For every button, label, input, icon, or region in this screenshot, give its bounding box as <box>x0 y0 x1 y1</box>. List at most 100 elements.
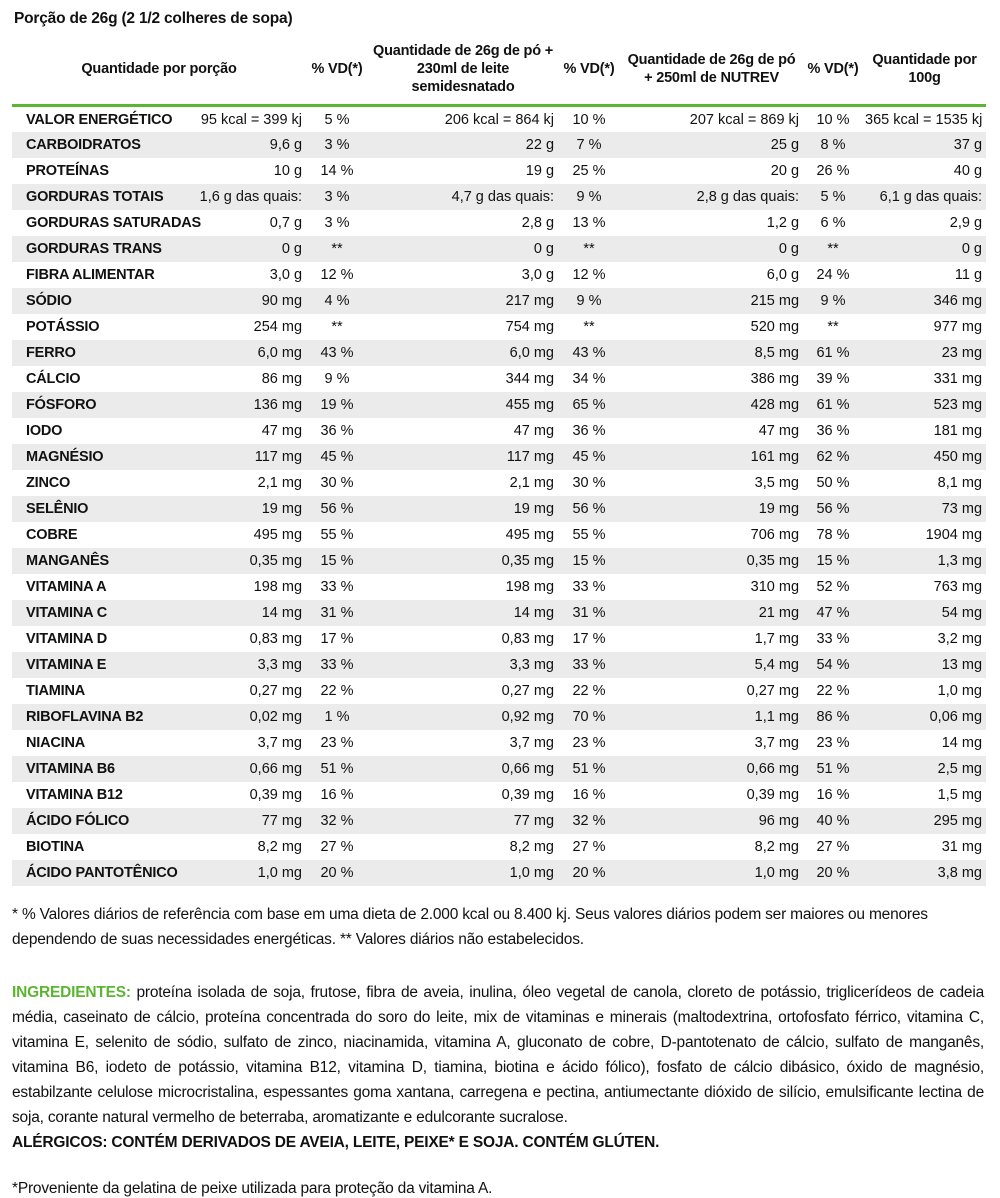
per-portion-value: 3,7 mg <box>257 734 303 751</box>
vd2-value: 13 % <box>572 214 606 231</box>
table-row: VITAMINA C 14 mg 31 % 14 mg 31 % 21 mg 47 % 54 … <box>12 599 987 626</box>
with-milk-value: 4,7 g das quais: <box>451 188 555 205</box>
vd2-value: 34 % <box>572 370 606 387</box>
ingredients-text: proteína isolada de soja, frutose, fibra… <box>12 983 984 1126</box>
vd2-value: 16 % <box>572 786 606 803</box>
table-row: FIBRA ALIMENTAR 3,0 g 12 % 3,0 g 12 % 6,0 g 24… <box>12 262 986 288</box>
with-milk-value: 22 g <box>525 136 555 153</box>
header-vd2: % VD(*) <box>563 61 615 78</box>
vd1-value: 3 % <box>324 188 350 205</box>
per-portion-value: 254 mg <box>253 318 303 335</box>
nutrient-name: GORDURAS TOTAIS <box>26 188 164 205</box>
with-milk-value: 3,0 g <box>521 266 555 283</box>
vd1-value: 36 % <box>320 422 354 439</box>
per-100g-value: 3,8 mg <box>937 864 983 881</box>
vd1-value: 33 % <box>320 656 354 673</box>
with-nutrev-value: 19 mg <box>758 500 800 517</box>
per-portion-value: 0,02 mg <box>249 708 303 725</box>
vd2-value: 15 % <box>572 552 606 569</box>
table-row: CARBOIDRATOS 9,6 g 3 % 22 g 7 % 25 g 8 % 37 g <box>12 131 987 158</box>
with-nutrev-value: 0,27 mg <box>746 682 800 699</box>
vd1-value: 45 % <box>320 448 354 465</box>
per-100g-value: 11 g <box>954 266 983 283</box>
vd3-value: 61 % <box>816 396 850 413</box>
with-nutrev-value: 0 g <box>778 240 800 257</box>
vd3-value: 8 % <box>820 136 846 153</box>
vd2-value: 27 % <box>572 838 606 855</box>
nutrient-name: ÁCIDO FÓLICO <box>26 812 130 829</box>
table-row: ZINCO 2,1 mg 30 % 2,1 mg 30 % 3,5 mg 50 % 8,1 m… <box>12 470 986 496</box>
vd3-value: 6 % <box>820 214 846 231</box>
per-portion-value: 495 mg <box>253 526 303 543</box>
with-milk-value: 495 mg <box>505 526 555 543</box>
with-nutrev-value: 8,2 mg <box>754 838 800 855</box>
nutrient-name: MANGANÊS <box>26 552 109 569</box>
per-portion-value: 0 g <box>281 240 303 257</box>
table-row: VITAMINA A 198 mg 33 % 198 mg 33 % 310 mg 52 %… <box>12 574 986 600</box>
vd3-value: ** <box>827 240 839 257</box>
per-portion-value: 95 kcal = 399 kj <box>200 111 303 128</box>
vd1-value: ** <box>331 318 343 335</box>
vd3-value: 24 % <box>816 266 850 283</box>
nutrient-name: VALOR ENERGÉTICO <box>26 111 173 128</box>
vd2-value: 33 % <box>572 578 606 595</box>
with-nutrev-value: 215 mg <box>750 292 800 309</box>
vd3-value: 52 % <box>816 578 850 595</box>
per-100g-value: 8,1 mg <box>937 474 983 491</box>
vd3-value: 39 % <box>816 370 850 387</box>
per-portion-value: 14 mg <box>261 604 303 621</box>
per-100g-value: 40 g <box>953 162 983 179</box>
with-nutrev-value: 47 mg <box>758 422 800 439</box>
vd1-value: 1 % <box>324 708 350 725</box>
per-portion-value: 0,7 g <box>269 214 303 231</box>
with-milk-value: 0,27 mg <box>501 682 555 699</box>
with-nutrev-value: 2,8 g das quais: <box>696 188 800 205</box>
with-milk-value: 3,7 mg <box>509 734 555 751</box>
with-milk-value: 2,8 g <box>521 214 555 231</box>
vd2-value: 23 % <box>572 734 606 751</box>
with-nutrev-value: 25 g <box>770 136 800 153</box>
per-portion-value: 3,0 g <box>269 266 303 283</box>
per-100g-value: 346 mg <box>933 292 983 309</box>
table-row: TIAMINA 0,27 mg 22 % 0,27 mg 22 % 0,27 mg 22 %… <box>12 678 986 704</box>
with-milk-value: 0,35 mg <box>501 552 555 569</box>
vd3-value: 61 % <box>816 344 850 361</box>
nutrient-name: GORDURAS TRANS <box>26 240 162 257</box>
vd1-value: 19 % <box>320 396 354 413</box>
table-row: PROTEÍNAS 10 g 14 % 19 g 25 % 20 g 26 % 40 g <box>12 158 986 184</box>
vd1-value: 15 % <box>320 552 354 569</box>
vd3-value: 47 % <box>816 604 850 621</box>
with-nutrev-value: 428 mg <box>750 396 800 413</box>
nutrient-name: SÓDIO <box>26 292 72 309</box>
with-nutrev-value: 3,5 mg <box>754 474 800 491</box>
allergens-statement: ALÉRGICOS: CONTÉM DERIVADOS DE AVEIA, LE… <box>12 1133 660 1151</box>
vd1-value: 43 % <box>320 344 354 361</box>
per-100g-value: 6,1 g das quais: <box>879 188 983 205</box>
with-milk-value: 0,92 mg <box>501 708 555 725</box>
with-milk-value: 455 mg <box>505 396 555 413</box>
with-milk-value: 754 mg <box>505 318 555 335</box>
ingredients-paragraph: INGREDIENTES: proteína isolada de soja, … <box>12 980 984 1155</box>
vd1-value: 5 % <box>324 111 350 128</box>
vd1-value: ** <box>331 240 343 257</box>
per-100g-value: 14 mg <box>941 734 983 751</box>
per-100g-value: 1,5 mg <box>937 786 983 803</box>
vd1-value: 32 % <box>320 812 354 829</box>
vd1-value: 14 % <box>320 162 354 179</box>
vd2-value: 17 % <box>572 630 606 647</box>
with-milk-value: 198 mg <box>505 578 555 595</box>
nutrient-name: VITAMINA B6 <box>26 760 115 777</box>
table-row: VITAMINA D 0,83 mg 17 % 0,83 mg 17 % 1,7 mg 33… <box>12 626 986 652</box>
vd3-value: 78 % <box>816 526 850 543</box>
with-nutrev-value: 1,2 g <box>766 214 800 231</box>
vd2-value: 51 % <box>572 760 606 777</box>
vd3-value: 54 % <box>816 656 850 673</box>
vd3-value: 40 % <box>816 812 850 829</box>
with-milk-value: 1,0 mg <box>509 864 555 881</box>
per-portion-value: 3,3 mg <box>257 656 303 673</box>
vd3-value: 62 % <box>816 448 850 465</box>
vd2-value: 9 % <box>576 292 602 309</box>
with-nutrev-value: 207 kcal = 869 kj <box>689 111 800 128</box>
vd2-value: 12 % <box>572 266 606 283</box>
per-100g-value: 2,9 g <box>949 214 983 231</box>
